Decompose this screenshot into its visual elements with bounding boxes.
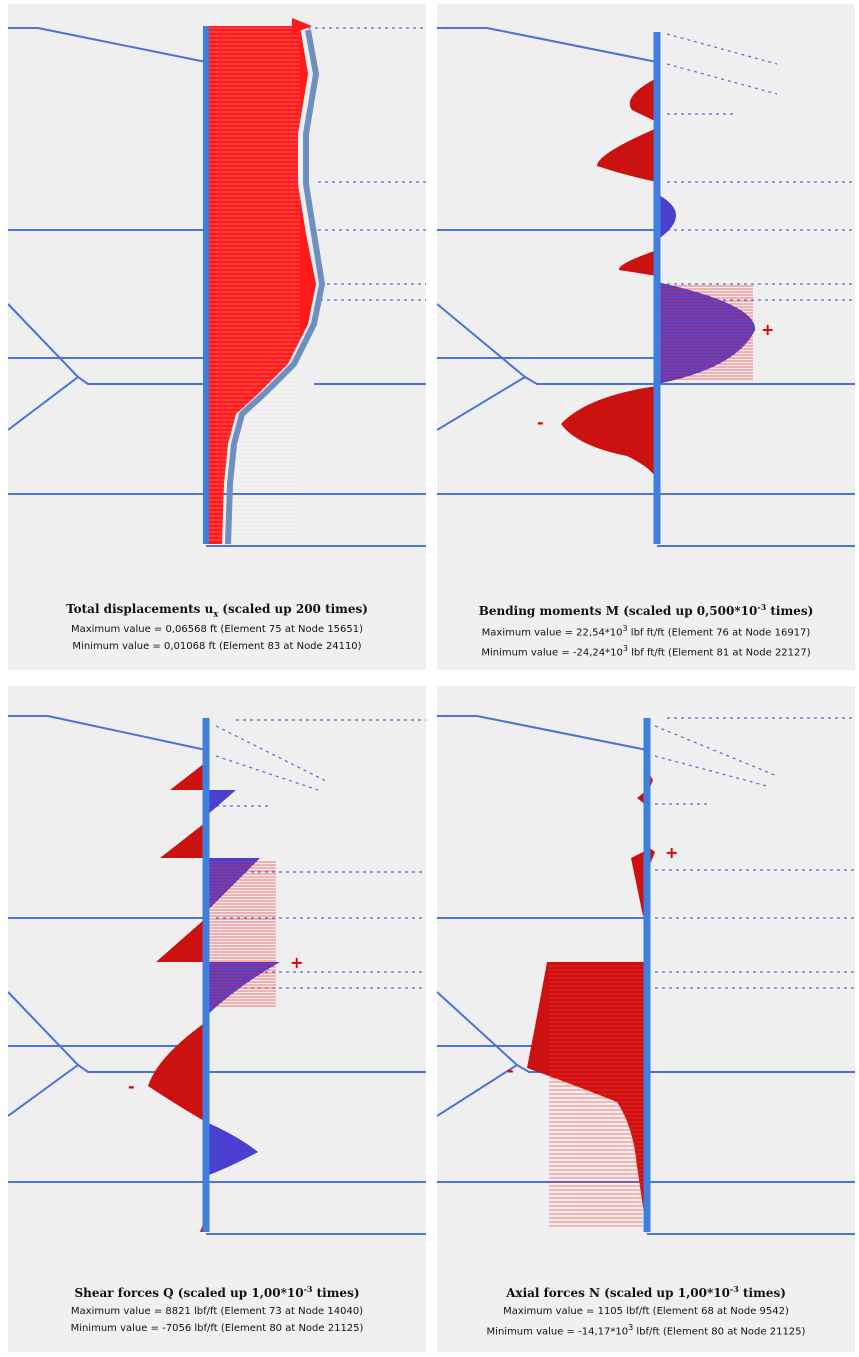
shear-positive-1 [206,790,236,816]
moment-negative-2 [597,128,657,182]
negative-sign: - [537,413,544,432]
positive-sign: + [290,953,303,972]
panel-bending-moments: + - Bending moments M (scaled up 0,500*1… [437,4,855,670]
max-value: Maximum value = 1105 lbf/ft (Element 68 … [503,1306,789,1317]
shear-negative-2 [160,822,206,858]
axial-hatch [549,965,643,1227]
shear-hatch [208,861,276,1007]
caption: Bending moments M (scaled up 0,500*10-3 … [437,576,855,670]
plot-title: Total displacements ux (scaled up 200 ti… [66,602,368,619]
max-value: Maximum value = 8821 lbf/ft (Element 73 … [70,1306,364,1317]
min-value: Minimum value = -14,17*103 lbf/ft (Eleme… [486,1323,806,1338]
shear-force-plot: + - [8,686,426,1258]
plot-title: Shear forces Q (scaled up 1,00*10-3 time… [74,1284,360,1300]
displacement-hatch [208,27,300,541]
shear-positive-3 [206,1122,258,1176]
min-value: Minimum value = 0,01068 ft (Element 83 a… [72,641,362,653]
deformed-wall [225,29,326,545]
interface-lines [654,717,855,989]
shear-negative-3 [156,918,206,962]
negative-sign: - [128,1077,135,1096]
moment-negative-min [561,386,657,480]
interface-lines [308,27,426,301]
shear-positive-max [206,962,280,1016]
moment-negative-1 [629,78,657,122]
max-value: Maximum value = 0,06568 ft (Element 75 a… [70,624,364,636]
panel-axial-forces: + - Axial forces N (scaled up 1,00*10-3 … [437,686,855,1352]
caption: Total displacements ux (scaled up 200 ti… [8,576,426,670]
panel-shear-forces: + - Shear forces Q (scaled up 1,00*10-3 … [8,686,426,1352]
plot-title: Axial forces N (scaled up 1,00*10-3 time… [506,1284,786,1300]
displacement-fill [206,26,316,544]
axial-negative-2 [631,850,647,916]
axial-force-plot: + - [437,686,855,1258]
soil-boundaries [437,27,855,547]
interface-lines [666,33,855,301]
caption: Axial forces N (scaled up 1,00*10-3 time… [437,1258,855,1352]
min-value: Minimum value = -24,24*103 lbf ft/ft (El… [481,644,811,659]
soil-boundaries [8,715,426,1235]
arrow-head-icon [292,18,312,34]
moment-negative-3 [618,250,657,276]
bending-moment-plot: + - [437,4,855,576]
shear-negative-1 [170,762,206,790]
max-value: Maximum value = 22,54*103 lbf ft/ft (Ele… [481,624,811,639]
plot-title: Bending moments M (scaled up 0,500*10-3 … [478,602,814,618]
positive-sign: + [665,843,678,862]
negative-sign: - [507,1061,514,1080]
caption: Shear forces Q (scaled up 1,00*10-3 time… [8,1258,426,1352]
displacement-plot [8,4,426,576]
panel-displacements: Total displacements ux (scaled up 200 ti… [8,4,426,670]
moment-hatch [659,285,753,380]
moment-positive-max [657,282,756,384]
positive-sign: + [761,320,774,339]
min-value: Minimum value = -7056 lbf/ft (Element 80… [70,1323,364,1334]
shear-negative-min [148,1022,206,1122]
moment-positive-1 [657,194,676,240]
shear-positive-2 [206,858,260,912]
